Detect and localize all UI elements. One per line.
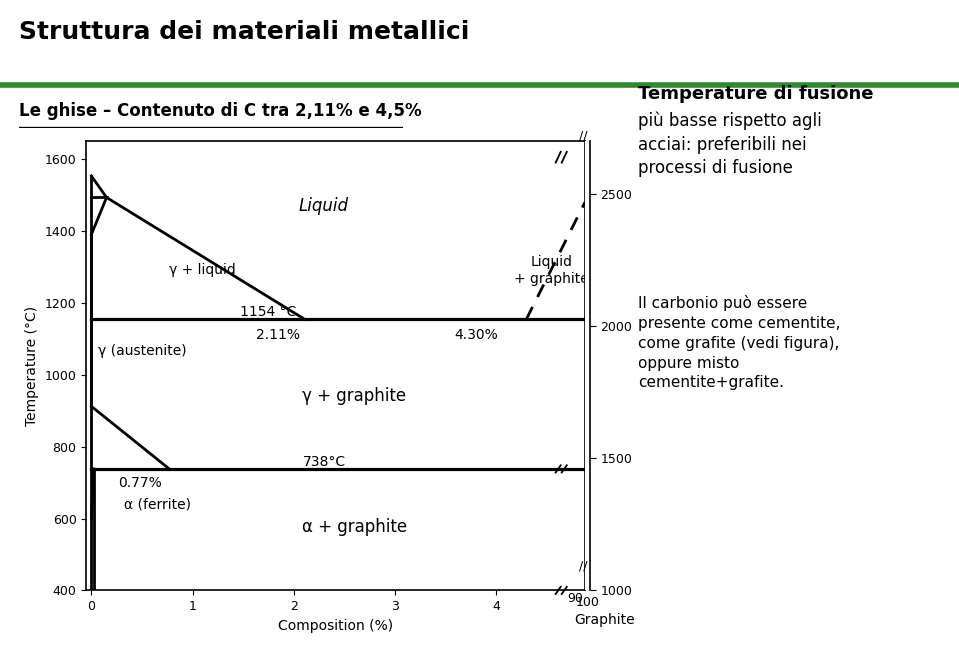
Text: Liquid
+ graphite: Liquid + graphite — [514, 255, 589, 285]
Text: Struttura dei materiali metallici: Struttura dei materiali metallici — [19, 20, 470, 44]
Text: Le ghise – Contenuto di C tra 2,11% e 4,5%: Le ghise – Contenuto di C tra 2,11% e 4,… — [19, 102, 422, 119]
Text: Liquid: Liquid — [299, 197, 349, 215]
Text: α (ferrite): α (ferrite) — [124, 498, 191, 512]
Text: 100: 100 — [576, 596, 599, 609]
Text: Temperature di fusione: Temperature di fusione — [638, 85, 874, 103]
Text: 738°C: 738°C — [302, 455, 345, 469]
X-axis label: Composition (%): Composition (%) — [278, 619, 393, 632]
Text: 4.30%: 4.30% — [454, 328, 498, 342]
Text: Il carbonio può essere
presente come cementite,
come grafite (vedi figura),
oppu: Il carbonio può essere presente come cem… — [638, 295, 840, 390]
Text: 90: 90 — [567, 592, 583, 605]
Text: //: // — [579, 129, 587, 142]
Text: Graphite: Graphite — [573, 613, 635, 627]
Text: 2.11%: 2.11% — [256, 328, 300, 342]
Y-axis label: Temperature (°C): Temperature (°C) — [25, 306, 39, 426]
Text: α + graphite: α + graphite — [302, 518, 407, 537]
Text: γ + liquid: γ + liquid — [169, 264, 236, 277]
Text: 1154 °C: 1154 °C — [240, 305, 296, 319]
Text: γ (austenite): γ (austenite) — [98, 344, 186, 358]
Text: 0.77%: 0.77% — [118, 476, 162, 490]
Text: più basse rispetto agli
acciai: preferibili nei
processi di fusione: più basse rispetto agli acciai: preferib… — [638, 112, 822, 177]
Text: //: // — [579, 560, 587, 573]
Text: γ + graphite: γ + graphite — [302, 387, 407, 405]
